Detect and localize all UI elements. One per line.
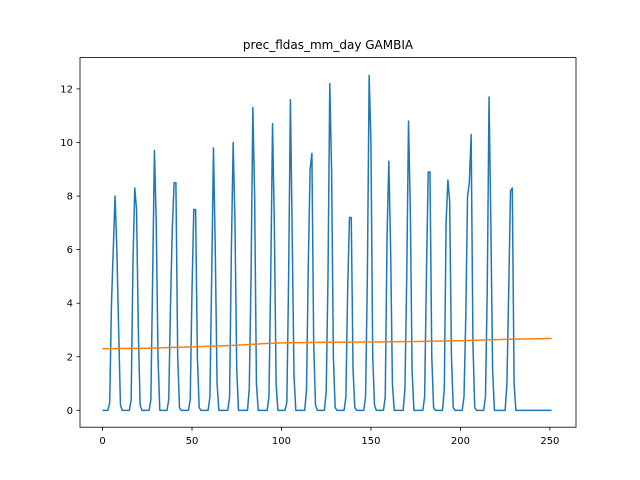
y-tick-label: 8	[67, 192, 73, 203]
y-axis: 0 2 4 6 8 10 12	[60, 84, 80, 417]
plot-frame	[79, 57, 577, 428]
x-tick-label: 0	[99, 436, 105, 447]
y-tick-label: 10	[60, 138, 73, 149]
y-tick-label: 12	[60, 84, 73, 95]
y-tick-label: 0	[67, 406, 73, 417]
chart-title: prec_fldas_mm_day GAMBIA	[243, 38, 414, 52]
x-tick-label: 200	[451, 436, 470, 447]
plot-area	[102, 74, 552, 412]
series-line-2	[102, 337, 552, 350]
y-tick-label: 4	[67, 299, 73, 310]
x-tick-label: 100	[272, 436, 291, 447]
x-tick-label: 250	[540, 436, 559, 447]
x-axis: 0 50 100 150 200 250	[99, 427, 559, 447]
y-tick-label: 2	[67, 352, 73, 363]
x-tick-label: 150	[361, 436, 380, 447]
y-tick-label: 6	[67, 245, 73, 256]
x-tick-label: 50	[186, 436, 199, 447]
series-line-1	[102, 74, 552, 412]
